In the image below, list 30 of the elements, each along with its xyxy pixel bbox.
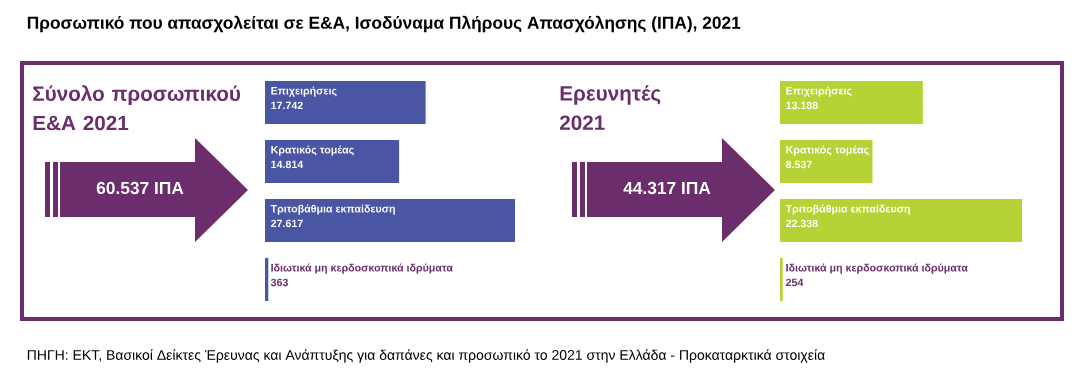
chart-title: Προσωπικό που απασχολείται σε Ε&Α, Ισοδύναμα Πλήρους Απασχόλησης (ΙΠΑ), 2021 — [27, 15, 741, 33]
data-label: 8.537 — [785, 160, 812, 169]
text: Ερευνητές 2021 — [559, 85, 661, 131]
y-tick-label: Τριτοβάθμια εκπαίδευση — [785, 204, 910, 215]
bar — [780, 198, 1022, 243]
data-label: 22.338 — [785, 219, 818, 228]
bar — [780, 257, 783, 302]
y-tick-label: Επιχειρήσεις — [271, 86, 337, 97]
data-label: 17.742 — [271, 101, 303, 110]
text: 60.537 ΙΠΑ — [96, 181, 184, 195]
y-tick-label: Κρατικός τομέας — [786, 145, 869, 156]
text: Σύνολο προσωπικού Ε&Α 2021 — [33, 85, 241, 131]
data-label: 14.814 — [271, 160, 304, 169]
data-label: 27.617 — [270, 219, 303, 228]
bar — [780, 139, 873, 184]
text: 44.317 ΙΠΑ — [623, 181, 711, 195]
bar — [265, 257, 269, 302]
y-tick-label: Ιδιωτικά μη κερδοσκοπικά ιδρύματα — [786, 263, 968, 274]
y-tick-label: Επιχειρήσεις — [786, 86, 852, 97]
y-tick-label: Ιδιωτικά μη κερδοσκοπικά ιδρύματα — [271, 263, 453, 274]
text: ΠΗΓΗ: ΕΚΤ, Βασικοί Δείκτες Έρευνας και Ανάπτυξης για δαπάνες και προσωπικό το 2021 στην Ελλάδα - Προκαταρκτικά στοιχεία — [27, 349, 825, 363]
y-tick-label: Τριτοβάθμια εκπαίδευση — [270, 204, 395, 215]
data-label: 254 — [785, 278, 804, 287]
data-label: 363 — [270, 278, 289, 287]
y-tick-label: Κρατικός τομέας — [271, 145, 354, 156]
bar — [265, 198, 515, 243]
bar — [265, 139, 400, 184]
data-label: 13.188 — [786, 101, 818, 110]
bar — [265, 80, 426, 125]
bar — [780, 80, 923, 125]
